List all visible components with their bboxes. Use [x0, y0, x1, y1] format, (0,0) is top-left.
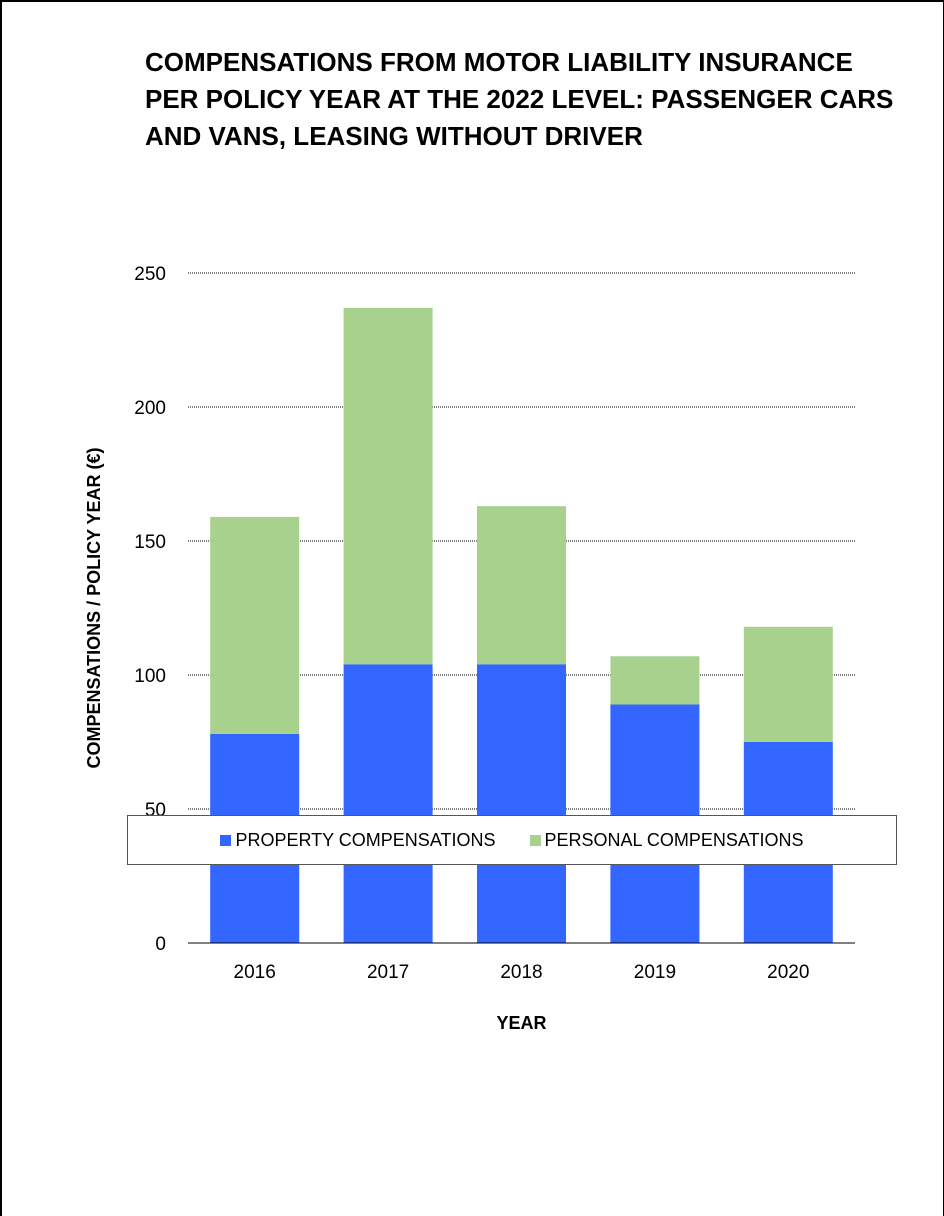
x-tick-label: 2018	[500, 962, 542, 983]
legend-item-personal: PERSONAL COMPENSATIONS	[529, 829, 804, 851]
y-tick-label: 150	[134, 532, 166, 553]
y-tick-label: 100	[134, 666, 166, 687]
legend-item-property: PROPERTY COMPENSATIONS	[220, 829, 496, 851]
y-tick-label: 0	[155, 934, 166, 955]
bar-personal-2016	[210, 516, 300, 734]
legend-swatch-property	[220, 834, 232, 846]
x-axis-label: YEAR	[496, 1013, 546, 1033]
bars	[210, 307, 833, 943]
y-tick-label: 250	[134, 264, 166, 285]
legend-label-property: PROPERTY COMPENSATIONS	[235, 829, 496, 850]
bar-personal-2020	[743, 626, 833, 742]
bar-property-2018	[477, 664, 566, 943]
x-tick-label: 2019	[634, 962, 676, 983]
y-tick-label: 200	[134, 398, 166, 419]
y-axis-label: COMPENSATIONS / POLICY YEAR (€)	[84, 447, 104, 768]
chart-title: COMPENSATIONS FROM MOTOR LIABILITY INSUR…	[145, 47, 894, 151]
legend: PROPERTY COMPENSATIONS PERSONAL COMPENSA…	[127, 815, 897, 865]
bar-personal-2018	[477, 506, 566, 665]
bar-personal-2019	[610, 656, 700, 705]
legend-label-personal: PERSONAL COMPENSATIONS	[544, 829, 804, 850]
legend-swatch-personal	[529, 834, 541, 846]
x-tick-label: 2017	[367, 962, 409, 983]
bar-personal-2017	[343, 307, 433, 665]
bar-property-2017	[343, 664, 433, 943]
x-tick-label: 2020	[767, 962, 809, 983]
x-tick-label: 2016	[234, 962, 276, 983]
x-axis-ticks: 2016 2017 2018 2019 2020	[234, 962, 810, 983]
